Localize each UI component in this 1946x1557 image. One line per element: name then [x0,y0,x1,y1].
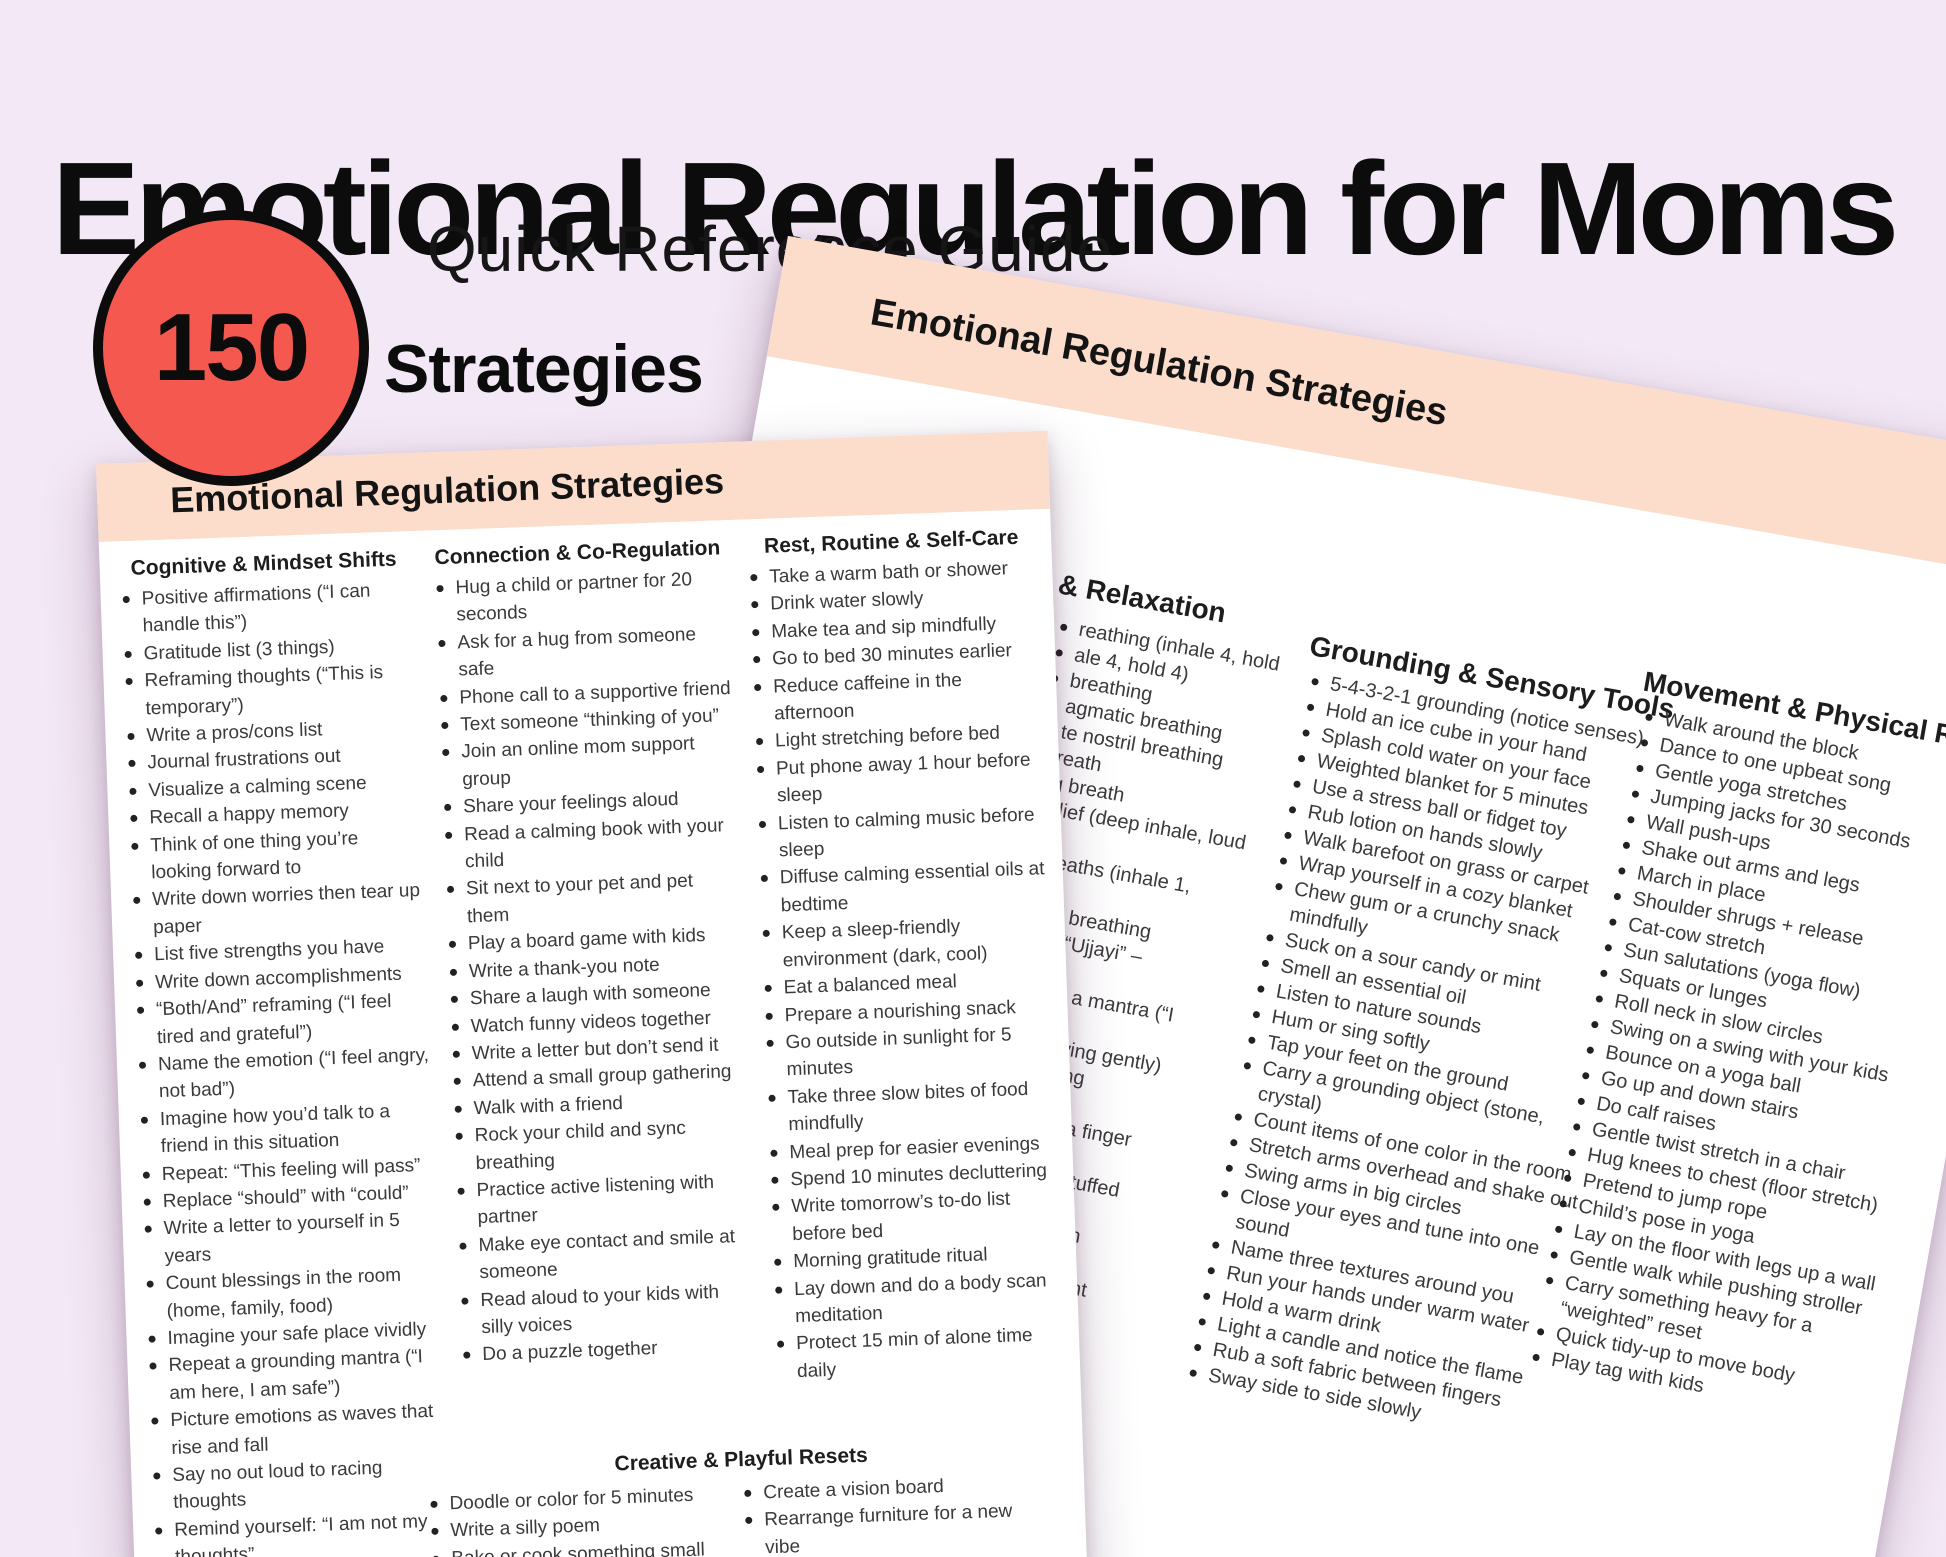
creative-left-column: Doodle or color for 5 minutes Write a sil… [422,1481,729,1557]
column-heading: Rest, Routine & Self-Care [763,525,1019,558]
list-item: Rearrange furniture for a new vibe [737,1497,1039,1557]
badge-number: 150 [153,294,310,401]
cognitive-list: Positive affirmations (“I can handle thi… [114,576,448,1557]
column-connection-coregulation: Connection & Co-Regulation Hug a child o… [427,536,762,1557]
connection-list: Hug a child or partner for 20 seconds Ask… [428,565,756,1370]
badge-label: Strategies [384,331,704,407]
main-title: Emotional Regulation for Moms [51,135,1899,283]
section-creative-playful: Creative & Playful Resets Doodle or colo… [421,1437,1068,1557]
column-heading: Cognitive & Mindset Shifts [130,547,397,580]
column-rest-selfcare: Rest, Routine & Self-Care Take a warm ba… [741,525,1076,1550]
rest-list: Take a warm bath or shower Drink water sl… [742,554,1071,1386]
front-page: Emotional Regulation Strategies Cognitiv… [96,430,1089,1557]
column-heading: Connection & Co-Regulation [434,536,721,570]
count-badge: 150 [93,210,369,486]
creative-right-column: Create a vision board Rearrange furniture… [736,1470,1043,1557]
front-page-body: Cognitive & Mindset Shifts Positive affi… [99,509,1086,1557]
creative-right-list: Create a vision board Rearrange furniture… [736,1470,1043,1557]
list-item: Protect 15 min of alone time daily [769,1321,1071,1386]
back-page-banner-title: Emotional Regulation Strategies [867,291,1451,435]
creative-left-list: Doodle or color for 5 minutes Write a sil… [422,1481,727,1557]
column-cognitive-mindset: Cognitive & Mindset Shifts Positive affi… [113,547,448,1557]
